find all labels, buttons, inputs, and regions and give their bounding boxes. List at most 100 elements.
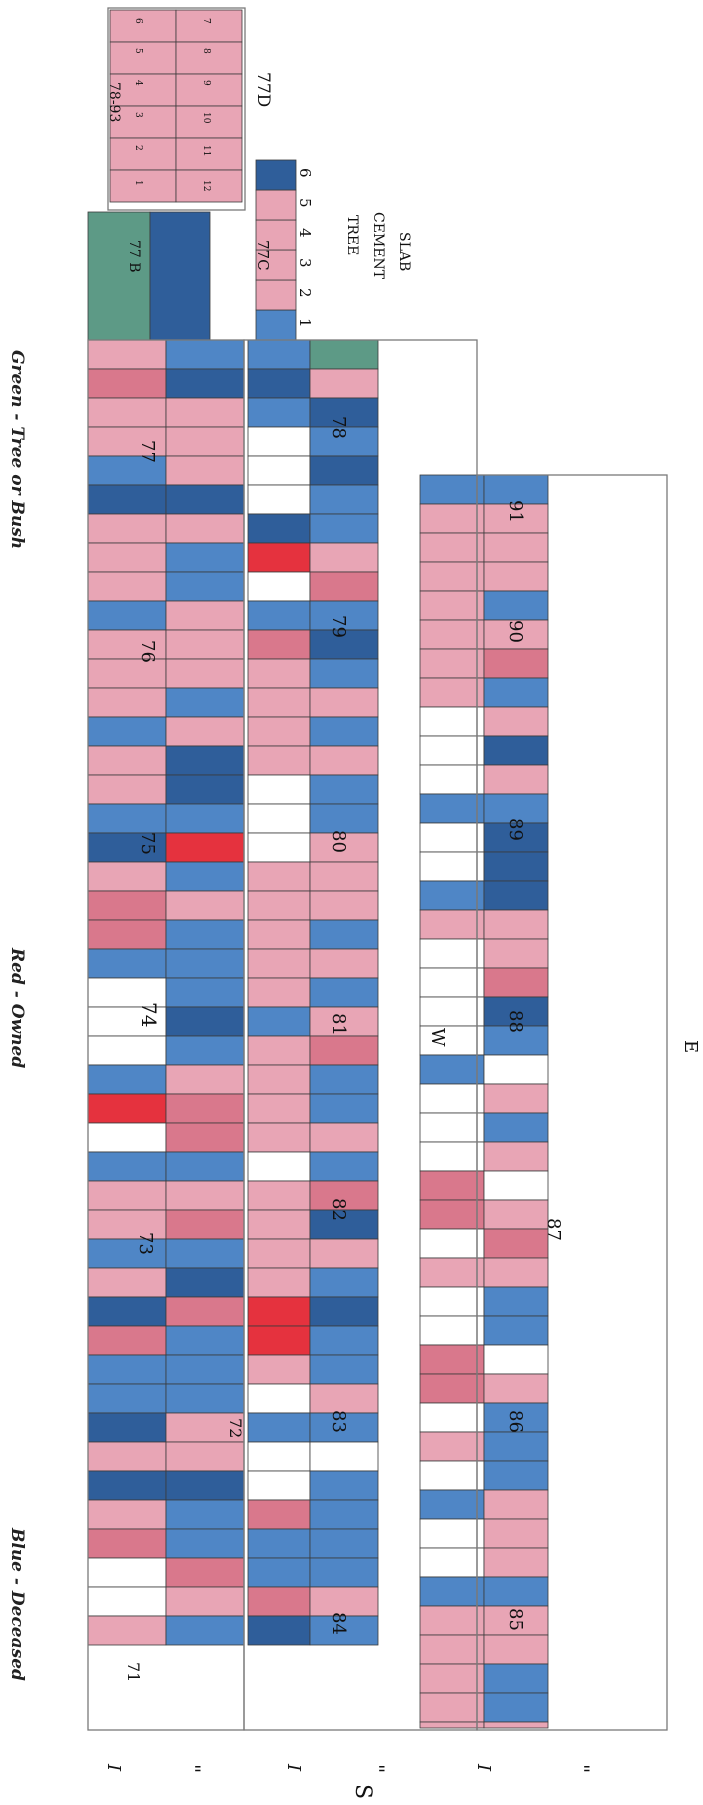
plot-cell xyxy=(419,1663,485,1694)
plot-cell xyxy=(419,677,485,708)
plot-cell xyxy=(87,339,167,370)
plot-cell xyxy=(419,1170,485,1201)
plot-cell xyxy=(165,861,245,892)
plot-cell xyxy=(87,397,167,428)
plot-cell xyxy=(309,484,379,515)
plot-cell xyxy=(419,1460,485,1491)
plot-cell xyxy=(165,629,245,660)
plot-cell xyxy=(483,851,549,882)
plot-cell xyxy=(309,1441,379,1472)
plot-cell xyxy=(483,619,549,650)
compass-west: W xyxy=(427,1028,448,1047)
east-block-frame xyxy=(476,474,668,1731)
plot-cell xyxy=(87,513,167,544)
plot-cell xyxy=(247,1412,311,1443)
plot-cell xyxy=(483,1402,549,1433)
plot-cell xyxy=(165,1470,245,1501)
plot-cell xyxy=(175,73,243,107)
section-label-78-93: 78-93 xyxy=(106,82,122,122)
plot-cell xyxy=(87,1557,167,1588)
plot-cell xyxy=(247,948,311,979)
plot-cell xyxy=(247,977,311,1008)
compass-south: S xyxy=(350,1784,375,1799)
plot-cell xyxy=(419,1605,485,1636)
plot-cell xyxy=(87,716,167,747)
plot-cell xyxy=(165,1151,245,1182)
plot-cell xyxy=(87,1441,167,1472)
lot-number-79: 79 xyxy=(328,615,349,638)
plot-cell xyxy=(247,1238,311,1269)
plot-cell xyxy=(165,1122,245,1153)
upper-grid-number: 8 xyxy=(201,48,211,54)
plot-cell xyxy=(87,1151,167,1182)
plot-cell xyxy=(255,279,297,311)
plot-cell xyxy=(483,677,549,708)
lot-number-85: 85 xyxy=(505,1608,526,1631)
plot-cell xyxy=(247,1615,311,1646)
plot-cell xyxy=(419,1402,485,1433)
plot-cell xyxy=(309,1557,379,1588)
plot-cell xyxy=(483,1721,549,1729)
plot-cell xyxy=(247,803,311,834)
plot-cell xyxy=(483,1373,549,1404)
plot-cell xyxy=(419,503,485,534)
plot-cell xyxy=(87,1325,167,1356)
plot-cell xyxy=(483,1083,549,1114)
plot-cell xyxy=(483,1170,549,1201)
plot-cell xyxy=(87,1615,167,1646)
plot-cell xyxy=(483,1286,549,1317)
plot-cell xyxy=(419,1112,485,1143)
plot-cell xyxy=(309,1499,379,1530)
plot-cell xyxy=(483,1228,549,1259)
plot-cell xyxy=(87,1528,167,1559)
lot-number-74: 74 xyxy=(137,1002,161,1027)
plot-cell xyxy=(247,658,311,689)
plot-cell xyxy=(247,1325,311,1356)
lot-number-72: 72 xyxy=(226,1418,245,1438)
plot-cell xyxy=(165,832,245,863)
plot-cell xyxy=(165,716,245,747)
plot-cell xyxy=(309,1412,379,1443)
plot-cell xyxy=(309,368,379,399)
compass-east: E xyxy=(680,1040,701,1053)
section-labels: 77D 77C 77 B 78-93 TREE CEMENT SLAB xyxy=(106,72,412,280)
plot-cell xyxy=(165,426,245,457)
upper-grid-number: 2 xyxy=(133,145,143,151)
plot-cell xyxy=(87,571,167,602)
plot-cell xyxy=(87,948,167,979)
plot-cell xyxy=(87,774,167,805)
lot-number-71: 71 xyxy=(124,1662,143,1682)
lot-number-90: 90 xyxy=(505,620,526,643)
plot-cell xyxy=(419,1634,485,1665)
plot-cell xyxy=(483,1431,549,1462)
plot-cell xyxy=(483,1460,549,1491)
plot-cell xyxy=(247,832,311,863)
lot-number-76: 76 xyxy=(137,640,158,663)
plot-cell xyxy=(419,474,485,505)
slab-number: 3 xyxy=(296,258,314,268)
plot-cell xyxy=(309,426,379,457)
plot-cell xyxy=(165,1441,245,1472)
section-frames xyxy=(87,7,668,1731)
plot-cell xyxy=(309,1122,379,1153)
plot-cell xyxy=(165,368,245,399)
lot-number-labels: 71 72 73 74 75 76 77 78 79 80 81 82 83 8… xyxy=(124,416,564,1682)
plot-cell xyxy=(419,1692,485,1723)
plot-cell xyxy=(247,1499,311,1530)
plot-cell xyxy=(255,159,297,191)
lot-number-91: 91 xyxy=(505,500,526,523)
plot-cell xyxy=(165,339,245,370)
plot-cell xyxy=(165,1035,245,1066)
plot-cell xyxy=(419,1199,485,1230)
plot-cell xyxy=(483,1663,549,1694)
plot-cell xyxy=(419,1054,485,1085)
plot-cell xyxy=(483,590,549,621)
lot-number-73: 73 xyxy=(135,1232,156,1255)
plot-cell xyxy=(483,880,549,911)
row-mark-double: " xyxy=(365,1764,389,1773)
plot-cell xyxy=(419,1547,485,1578)
plot-cell xyxy=(419,1721,485,1729)
plot-cell xyxy=(247,1354,311,1385)
plot-cell xyxy=(87,745,167,776)
